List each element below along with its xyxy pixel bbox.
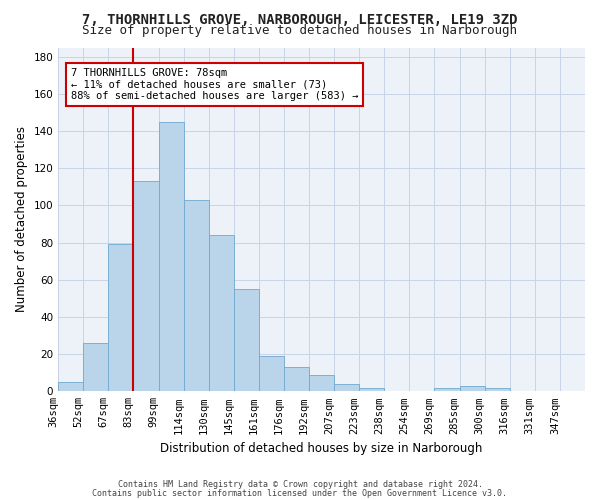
Bar [158,122,184,392]
Y-axis label: Number of detached properties: Number of detached properties [15,126,28,312]
Bar [359,388,385,392]
Bar [58,382,83,392]
Bar [133,182,158,392]
Text: Size of property relative to detached houses in Narborough: Size of property relative to detached ho… [83,24,517,37]
Text: Contains HM Land Registry data © Crown copyright and database right 2024.: Contains HM Land Registry data © Crown c… [118,480,482,489]
Bar [259,356,284,392]
Bar [109,244,133,392]
Bar [234,289,259,392]
Text: 7 THORNHILLS GROVE: 78sqm
← 11% of detached houses are smaller (73)
88% of semi-: 7 THORNHILLS GROVE: 78sqm ← 11% of detac… [71,68,358,101]
Text: Contains public sector information licensed under the Open Government Licence v3: Contains public sector information licen… [92,488,508,498]
Bar [184,200,209,392]
Bar [309,374,334,392]
Bar [485,388,510,392]
Text: 7, THORNHILLS GROVE, NARBOROUGH, LEICESTER, LE19 3ZD: 7, THORNHILLS GROVE, NARBOROUGH, LEICEST… [82,12,518,26]
X-axis label: Distribution of detached houses by size in Narborough: Distribution of detached houses by size … [160,442,483,455]
Bar [284,367,309,392]
Bar [434,388,460,392]
Bar [209,235,234,392]
Bar [83,343,109,392]
Bar [334,384,359,392]
Bar [460,386,485,392]
